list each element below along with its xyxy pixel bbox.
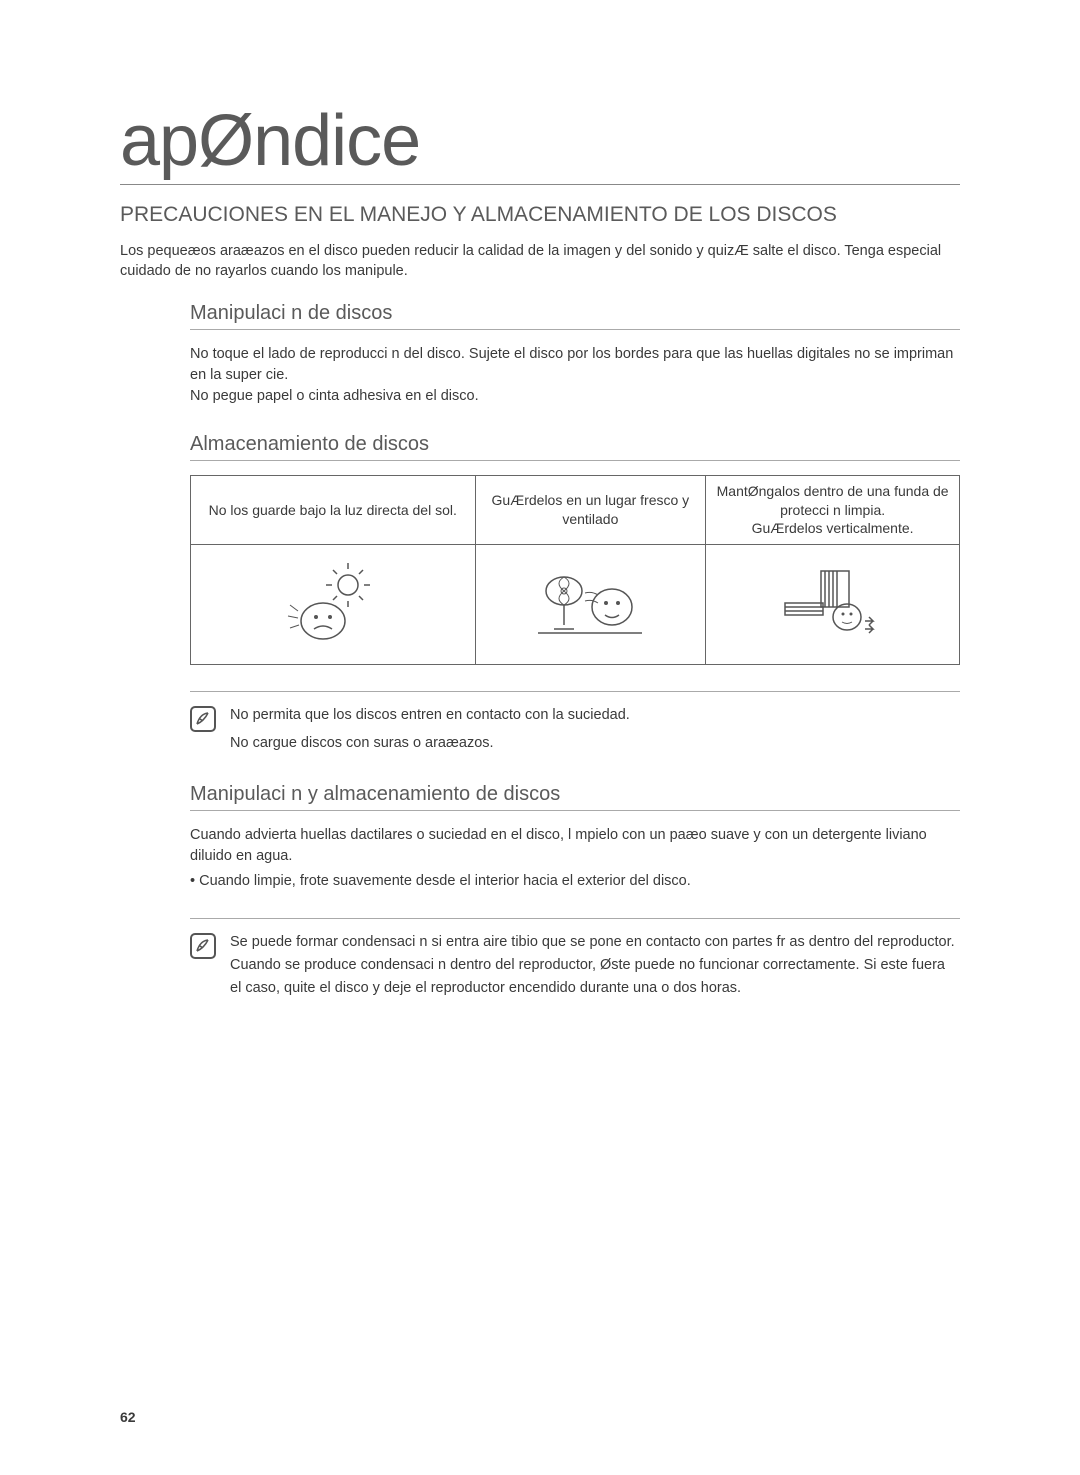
handling-section: Manipulaci n de discos No toque el lado …: [190, 302, 960, 407]
note-icon: [190, 706, 216, 732]
storage-heading: Almacenamiento de discos: [190, 433, 960, 461]
storage-illustration-sun: [191, 545, 476, 665]
main-heading: PRECAUCIONES EN EL MANEJO Y ALMACENAMIEN…: [120, 203, 960, 227]
handling-storage-section: Manipulaci n y almacenamiento de discos …: [190, 783, 960, 892]
note-block-1: No permita que los discos entren en cont…: [190, 691, 960, 758]
intro-text: Los pequeæos araæazos en el disco pueden…: [120, 241, 960, 282]
storage-table: No los guarde bajo la luz directa del so…: [190, 475, 960, 666]
storage-caption-1: No los guarde bajo la luz directa del so…: [191, 475, 476, 545]
note1-line-1: No permita que los discos entren en cont…: [230, 704, 630, 727]
storage-caption-2: GuÆrdelos en un lugar fresco y ventilado: [475, 475, 706, 545]
handling-body: No toque el lado de reproducci n del dis…: [190, 344, 960, 407]
storage-caption-3: MantØngalos dentro de una funda de prote…: [706, 475, 960, 545]
storage-illustration-case: [706, 545, 960, 665]
note1-line-2: No cargue discos con suras o araæazos.: [230, 732, 630, 755]
note-block-2: Se puede formar condensaci n si entra ai…: [190, 918, 960, 1001]
page-number: 62: [120, 1409, 136, 1425]
note-icon: [190, 933, 216, 959]
note-body-1: No permita que los discos entren en cont…: [230, 704, 630, 758]
handling-storage-bullet: • Cuando limpie, frote suavemente desde …: [190, 871, 960, 892]
page-title: apØndice: [120, 100, 960, 185]
storage-illustration-fan: [475, 545, 706, 665]
handling-heading: Manipulaci n de discos: [190, 302, 960, 330]
storage-section: Almacenamiento de discos No los guarde b…: [190, 433, 960, 666]
note2-text: Se puede formar condensaci n si entra ai…: [230, 931, 960, 1001]
note-body-2: Se puede formar condensaci n si entra ai…: [230, 931, 960, 1001]
handling-storage-body: Cuando advierta huellas dactilares o suc…: [190, 825, 960, 867]
handling-storage-heading: Manipulaci n y almacenamiento de discos: [190, 783, 960, 811]
